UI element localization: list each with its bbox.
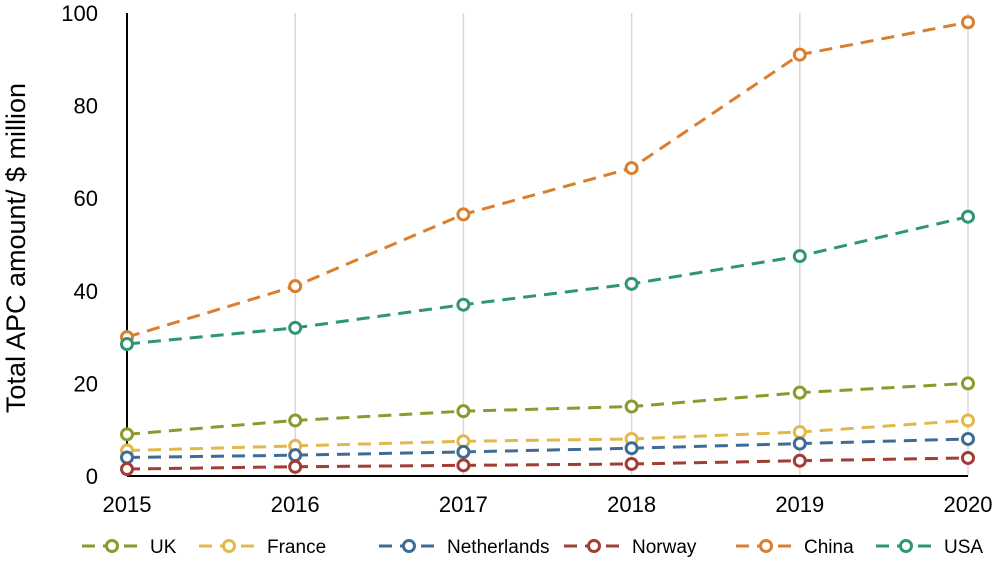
series-line-netherlands [126, 437, 969, 459]
y-tick-label: 60 [74, 186, 98, 211]
data-point-usa [961, 209, 975, 224]
series-line-norway [126, 456, 969, 471]
data-point-uk [456, 404, 471, 419]
axis-layer [126, 13, 968, 477]
legend-marker-china [759, 539, 773, 553]
y-tick-label: 100 [61, 1, 98, 26]
legend-marker-usa [899, 539, 913, 553]
data-point-netherlands [624, 441, 639, 456]
data-point-uk [792, 385, 807, 400]
data-point-usa [120, 337, 134, 352]
legend-item-netherlands: Netherlands [379, 537, 549, 558]
x-tick-label: 2020 [944, 492, 993, 517]
data-point-norway [961, 450, 975, 465]
data-point-netherlands [120, 450, 134, 465]
series-netherlands [120, 431, 975, 465]
data-point-usa [288, 320, 303, 335]
data-point-norway [288, 459, 303, 474]
series-line-uk [126, 381, 969, 436]
data-point-france [961, 413, 975, 428]
legend-item-norway: Norway [564, 537, 697, 558]
data-point-uk [288, 413, 303, 428]
legend-marker-netherlands [402, 539, 416, 553]
legend-item-uk: UK [82, 537, 177, 558]
data-point-norway [120, 462, 134, 477]
series-norway [120, 450, 975, 477]
y-axis-title: Total APC amount/ $ million [1, 83, 31, 413]
data-point-netherlands [288, 448, 303, 463]
series-usa [120, 209, 975, 352]
legend-marker-norway [587, 539, 601, 553]
legend-marker-uk [105, 539, 119, 553]
y-tick-label: 20 [74, 371, 98, 396]
data-point-norway [456, 458, 471, 473]
data-point-china [624, 161, 639, 176]
legend-label-france: France [267, 537, 326, 558]
legend-label-uk: UK [150, 537, 177, 558]
series-layer [120, 15, 975, 477]
series-line-china [126, 20, 969, 339]
legend-marker-france [222, 539, 236, 553]
series-line-usa [126, 215, 969, 346]
data-point-france [792, 425, 807, 440]
data-point-norway [792, 453, 807, 468]
x-tick-label: 2019 [775, 492, 824, 517]
data-point-usa [624, 276, 639, 291]
legend-item-china: China [736, 537, 854, 558]
data-point-netherlands [456, 444, 471, 459]
y-tick-label: 0 [86, 464, 98, 489]
series-line-france [126, 418, 969, 453]
tick-label-layer: 0 20 40 60 80 100 2015 2016 2017 2018 2019 2020 [61, 1, 992, 517]
data-point-china [288, 279, 303, 294]
data-point-netherlands [961, 431, 975, 446]
data-point-uk [961, 376, 975, 391]
data-point-uk [624, 399, 639, 414]
legend-label-norway: Norway [632, 537, 697, 558]
legend-item-usa: USA [876, 537, 983, 558]
data-point-china [961, 15, 975, 30]
x-tick-label: 2018 [607, 492, 656, 517]
series-china [120, 15, 975, 345]
y-tick-label: 80 [74, 94, 98, 119]
data-point-netherlands [792, 436, 807, 451]
legend-label-netherlands: Netherlands [447, 537, 549, 558]
series-uk [120, 376, 975, 442]
legend-label-china: China [804, 537, 854, 558]
legend-item-france: France [199, 537, 326, 558]
data-point-china [792, 47, 807, 62]
y-tick-label: 40 [74, 279, 98, 304]
x-tick-label: 2016 [271, 492, 320, 517]
data-point-norway [624, 456, 639, 471]
data-point-usa [456, 297, 471, 312]
data-point-china [456, 207, 471, 222]
x-tick-label: 2015 [103, 492, 152, 517]
x-tick-label: 2017 [439, 492, 488, 517]
legend-label-usa: USA [944, 537, 983, 558]
data-point-usa [792, 249, 807, 264]
data-point-uk [120, 427, 134, 442]
legend: UK France Netherlands Norway China USA [82, 537, 983, 558]
